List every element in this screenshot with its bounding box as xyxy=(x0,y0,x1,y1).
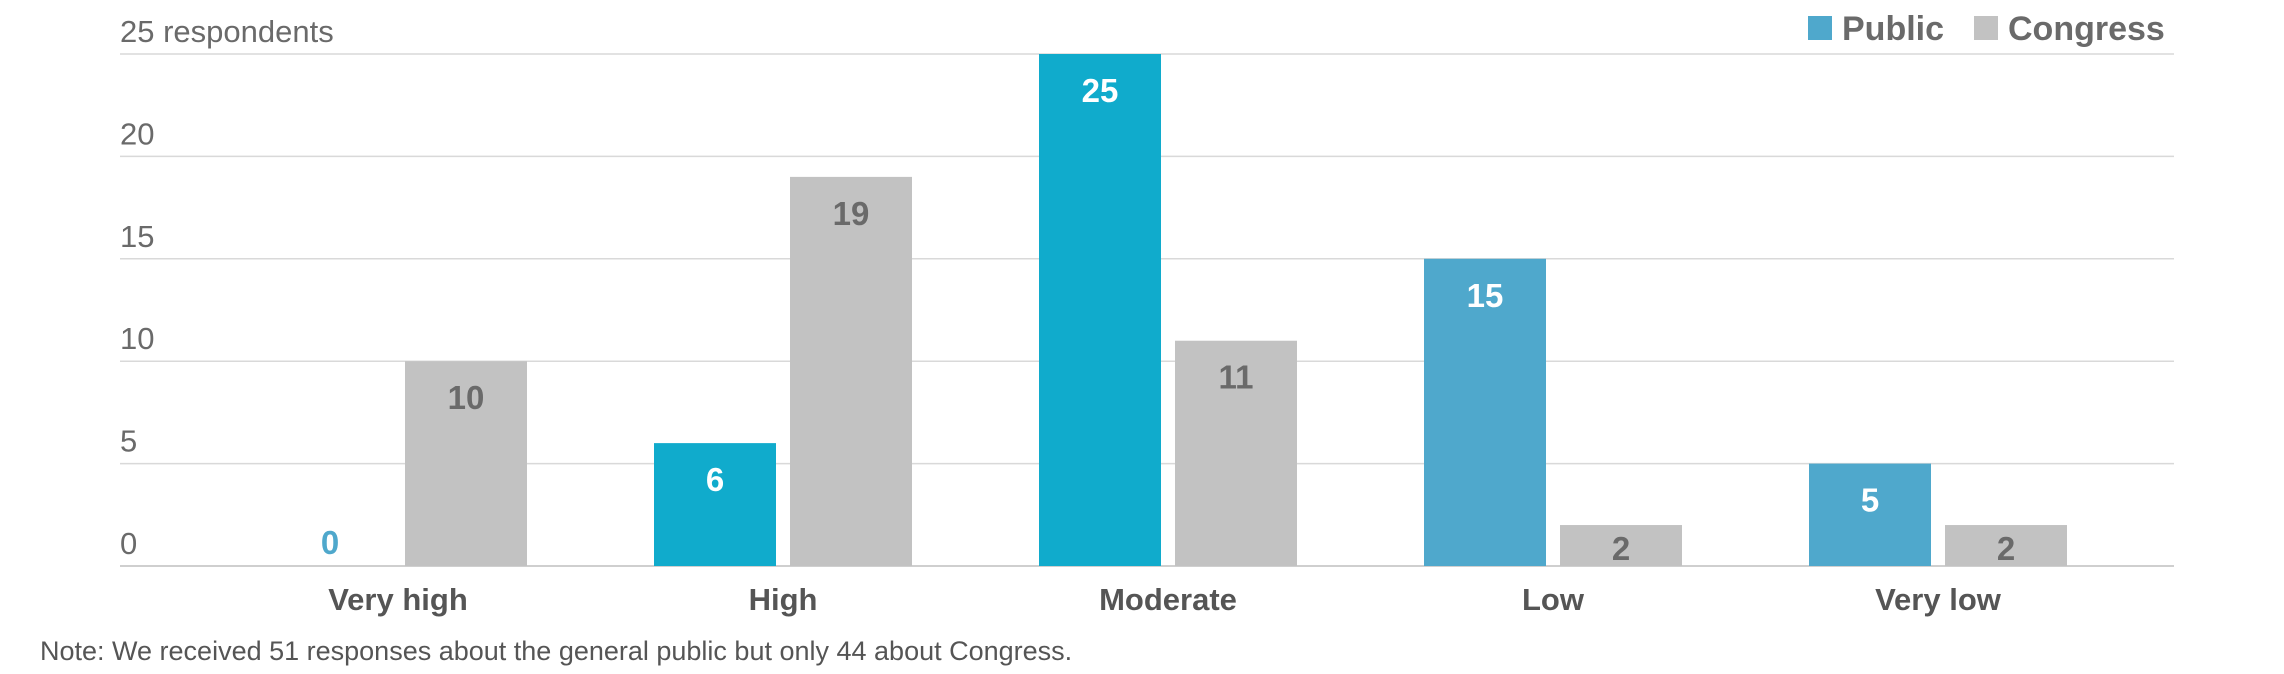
y-tick-label: 25 respondents xyxy=(120,14,334,49)
bar-value-public: 5 xyxy=(1861,482,1879,519)
y-axis-tick-labels: 0 5 10 15 20 25 respondents xyxy=(120,14,334,561)
bars xyxy=(405,54,2067,566)
legend-swatch-public xyxy=(1808,16,1832,40)
bar-public xyxy=(1809,463,1931,566)
bar-value-congress: 19 xyxy=(833,195,870,232)
chart-note: Note: We received 51 responses about the… xyxy=(40,636,1073,666)
y-tick-label: 0 xyxy=(120,526,137,561)
category-labels: Very high High Moderate Low Very low xyxy=(328,582,2002,617)
y-tick-label: 20 xyxy=(120,116,154,151)
bar-value-congress: 11 xyxy=(1219,359,1254,396)
bar-value-congress: 2 xyxy=(1997,530,2015,567)
bar-congress xyxy=(1175,340,1297,566)
bar-value-public: 0 xyxy=(321,524,339,561)
category-label: Moderate xyxy=(1099,582,1237,617)
bar-congress xyxy=(405,361,527,566)
legend-swatch-congress xyxy=(1974,16,1998,40)
bar-congress xyxy=(790,176,912,566)
bar-public xyxy=(1039,54,1161,566)
y-tick-label: 15 xyxy=(120,219,154,254)
legend-label-public: Public xyxy=(1842,10,1944,48)
legend-label-congress: Congress xyxy=(2008,10,2165,48)
y-tick-label: 5 xyxy=(120,424,137,459)
category-label: Very low xyxy=(1875,582,2002,617)
category-label: Low xyxy=(1522,582,1585,617)
bar-public xyxy=(1424,258,1546,566)
bar-value-public: 6 xyxy=(706,461,724,498)
bar-value-congress: 2 xyxy=(1612,530,1630,567)
legend: Public Congress xyxy=(1808,10,2165,48)
bar-value-congress: 10 xyxy=(448,379,485,416)
bar-public xyxy=(654,443,776,566)
category-label: Very high xyxy=(328,582,468,617)
bar-value-public: 15 xyxy=(1467,277,1504,314)
category-label: High xyxy=(749,582,818,617)
bar-value-public: 25 xyxy=(1082,72,1119,109)
bar-congress xyxy=(1945,525,2067,566)
bar-congress xyxy=(1560,525,1682,566)
y-tick-label: 10 xyxy=(120,321,154,356)
